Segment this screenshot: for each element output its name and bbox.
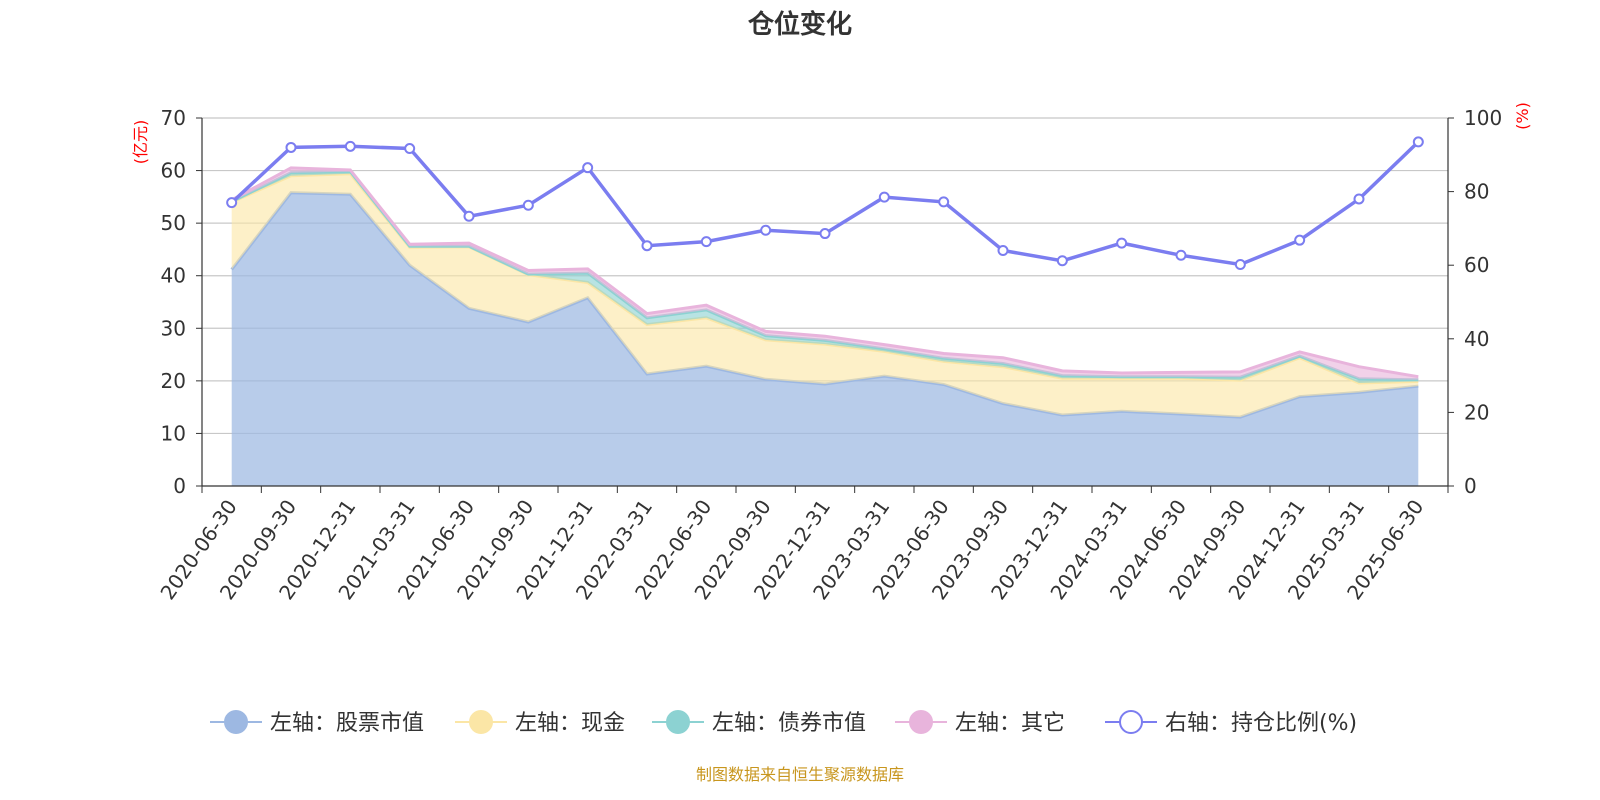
legend-label: 左轴：其它 — [955, 711, 1065, 736]
legend-marker — [469, 710, 493, 734]
ratio-point — [344, 140, 356, 152]
legend-marker — [224, 710, 248, 734]
ratio-point — [463, 210, 475, 222]
ratio-point — [760, 224, 772, 236]
ratio-point — [878, 191, 890, 203]
legend-item[interactable]: 左轴：股票市值 — [210, 710, 424, 736]
legend-marker — [909, 710, 933, 734]
ratio-point — [285, 141, 297, 153]
left-tick-label: 40 — [161, 264, 186, 288]
right-axis-unit: (%) — [1513, 102, 1532, 130]
ratio-point — [522, 199, 534, 211]
ratio-point — [226, 197, 238, 209]
chart-title: 仓位变化 — [747, 9, 852, 40]
legend-label: 右轴：持仓比例(%) — [1165, 711, 1357, 736]
left-tick-label: 0 — [173, 474, 186, 498]
legend-item[interactable]: 左轴：现金 — [455, 710, 625, 736]
left-tick-label: 50 — [161, 211, 186, 235]
left-tick-label: 10 — [161, 421, 186, 445]
ratio-point — [997, 244, 1009, 256]
legend-item[interactable]: 左轴：债券市值 — [652, 710, 866, 736]
ratio-point — [404, 143, 416, 155]
ratio-point — [582, 162, 594, 174]
legend-marker — [666, 710, 690, 734]
area-1 — [231, 173, 1419, 418]
area-edge-3 — [230, 166, 1419, 379]
position-ratio-line — [226, 136, 1424, 270]
legend-label: 左轴：债券市值 — [712, 711, 866, 736]
ratio-point — [1294, 234, 1306, 246]
left-tick-label: 20 — [161, 369, 186, 393]
legend-item[interactable]: 右轴：持仓比例(%) — [1105, 710, 1357, 736]
right-tick-label: 20 — [1464, 400, 1489, 424]
ratio-point — [1175, 249, 1187, 261]
right-tick-label: 0 — [1464, 474, 1477, 498]
left-axis-unit: (亿元) — [131, 120, 150, 165]
legend-marker — [1119, 710, 1143, 734]
legend[interactable]: 左轴：股票市值 左轴：现金 左轴：债券市值 左轴：其它 右轴：持仓比例(%) — [210, 710, 1357, 736]
legend-item[interactable]: 左轴：其它 — [895, 710, 1065, 736]
ratio-point — [1056, 255, 1068, 267]
legend-label: 左轴：现金 — [515, 711, 625, 736]
right-tick-label: 60 — [1464, 253, 1489, 277]
ratio-point — [700, 236, 712, 248]
source-note: 制图数据来自恒生聚源数据库 — [696, 765, 904, 784]
ratio-point — [1353, 193, 1365, 205]
ratio-point — [1412, 136, 1424, 148]
left-tick-label: 30 — [161, 316, 186, 340]
ratio-point — [819, 228, 831, 240]
ratio-point — [1234, 258, 1246, 270]
left-tick-label: 70 — [161, 106, 186, 130]
right-tick-label: 100 — [1464, 106, 1502, 130]
legend-label: 左轴：股票市值 — [270, 711, 424, 736]
left-tick-label: 60 — [161, 159, 186, 183]
right-tick-label: 40 — [1464, 327, 1489, 351]
ratio-point — [1116, 237, 1128, 249]
ratio-point — [938, 196, 950, 208]
ratio-point — [641, 240, 653, 252]
stacked-areas — [230, 166, 1419, 486]
right-tick-label: 80 — [1464, 180, 1489, 204]
